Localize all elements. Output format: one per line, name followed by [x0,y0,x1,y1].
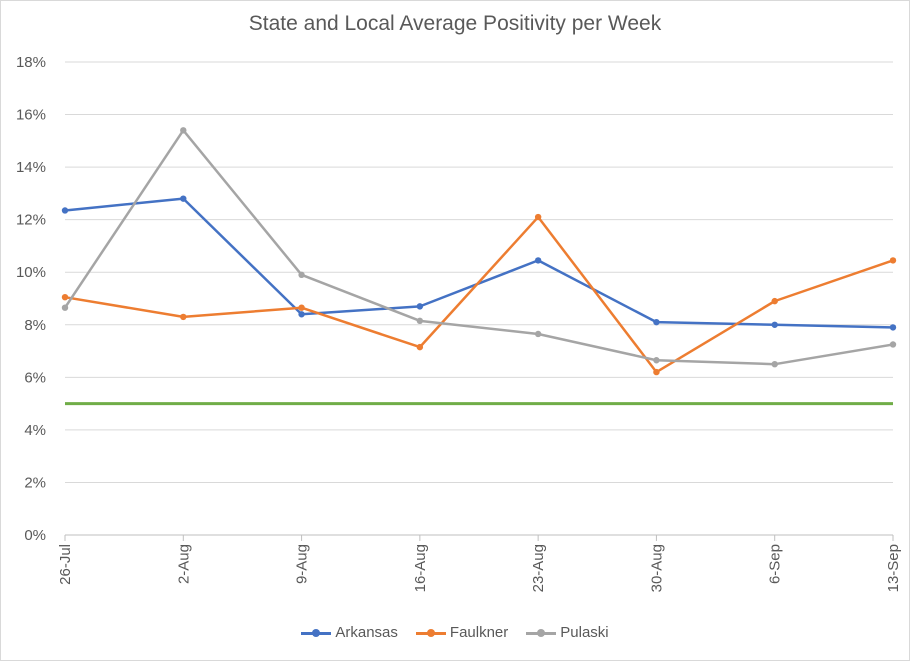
y-tick-label: 14% [16,159,46,176]
y-tick-label: 18% [16,54,46,71]
legend-item-pulaski[interactable]: Pulaski [526,624,609,641]
y-tick-label: 8% [24,317,46,334]
x-tick-label: 23-Aug [530,544,547,592]
series-line-arkansas [64,197,894,329]
x-tick-label: 30-Aug [648,544,665,592]
legend-label: Arkansas [335,624,398,641]
data-point-faulkner [889,257,897,264]
data-point-faulkner [771,297,778,305]
data-point-arkansas [653,318,660,326]
y-tick-label: 0% [24,527,46,544]
data-point-pulaski [889,341,897,348]
y-tick-label: 12% [16,212,46,229]
data-point-arkansas [298,311,305,318]
series-line-pulaski [63,129,894,366]
data-point-pulaski [416,317,424,325]
legend-swatch [301,628,332,638]
legend-label: Pulaski [560,624,609,641]
y-tick-label: 4% [24,422,46,439]
series-line-faulkner [64,215,894,374]
x-tick-label: 16-Aug [412,544,429,592]
y-tick-label: 10% [16,264,46,281]
legend-swatch [415,628,446,638]
data-point-pulaski [298,271,305,279]
legend: Arkansas Faulkner Pulaski [0,624,910,641]
legend-item-arkansas[interactable]: Arkansas [301,624,398,641]
x-tick-label: 2-Aug [175,544,192,584]
data-point-arkansas [771,321,778,328]
data-point-pulaski [180,127,187,134]
data-point-pulaski [771,360,778,368]
legend-swatch [526,628,557,638]
y-tick-label: 6% [24,369,46,386]
data-point-faulkner [534,213,542,221]
data-point-arkansas [534,257,542,264]
data-point-arkansas [180,195,187,202]
data-point-faulkner [416,343,424,351]
x-tick-label: 6-Sep [767,544,784,584]
data-point-arkansas [416,303,424,310]
data-point-arkansas [61,207,69,214]
data-point-pulaski [61,304,69,311]
x-tick-label: 9-Aug [294,544,311,584]
data-point-faulkner [180,313,187,321]
data-point-faulkner [298,304,305,311]
legend-item-faulkner[interactable]: Faulkner [415,624,509,641]
data-point-pulaski [534,330,542,338]
data-point-arkansas [889,324,897,331]
x-tick-label: 13-Sep [885,544,902,592]
data-point-faulkner [61,293,69,301]
chart-title: State and Local Average Positivity per W… [248,12,662,35]
data-point-faulkner [653,368,660,376]
data-point-pulaski [653,357,660,364]
y-tick-label: 2% [24,474,46,491]
y-tick-label: 16% [16,107,46,124]
legend-label: Faulkner [449,624,509,641]
x-tick-label: 26-Jul [57,544,74,585]
